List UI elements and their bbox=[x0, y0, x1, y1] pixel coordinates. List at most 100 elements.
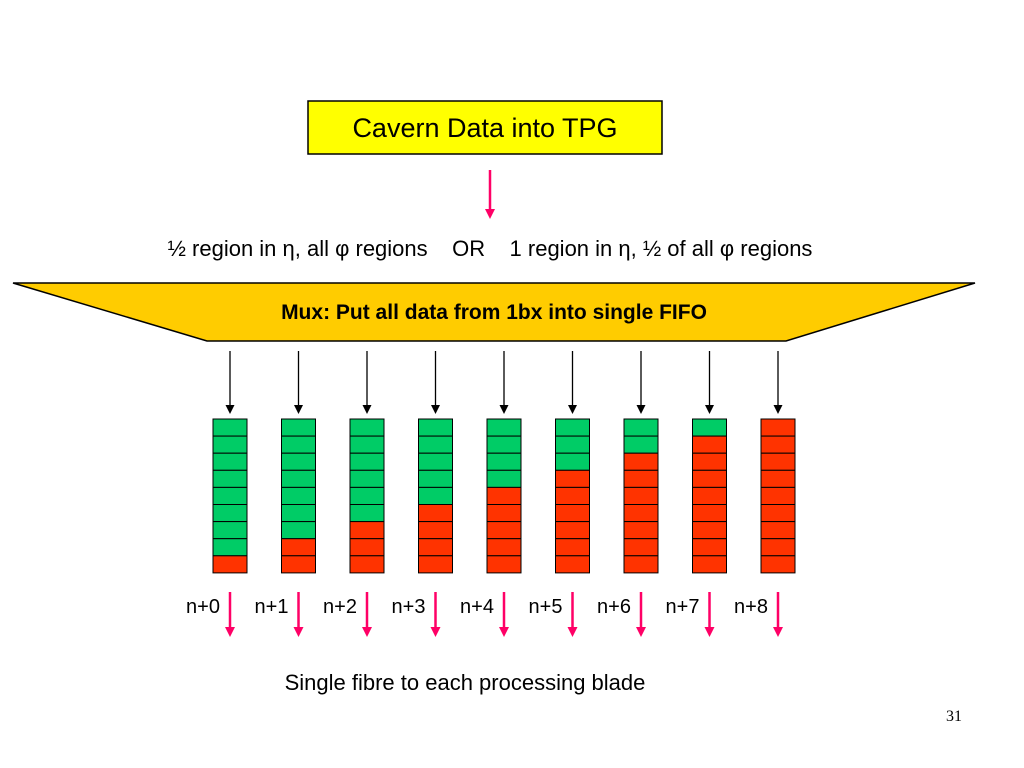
fifo-cell-red bbox=[760, 469, 796, 488]
fifo-cell-red bbox=[486, 521, 522, 540]
fifo-cell-red bbox=[692, 435, 727, 454]
fifo-cell-green bbox=[212, 538, 248, 557]
fifo-column-n+2: n+2 bbox=[323, 351, 385, 637]
fifo-cell-green bbox=[349, 469, 385, 488]
fifo-cell-green bbox=[281, 521, 316, 540]
fifo-cell-green bbox=[212, 452, 248, 471]
fifo-cell-green bbox=[623, 418, 659, 437]
fifo-cell-red bbox=[418, 538, 453, 557]
fifo-label: n+5 bbox=[529, 596, 563, 618]
fifo-cell-red bbox=[623, 538, 659, 557]
fifo-cell-red bbox=[692, 504, 727, 523]
fifo-cell-red bbox=[623, 555, 659, 574]
fifo-cell-green bbox=[212, 504, 248, 523]
fifo-cell-green bbox=[555, 418, 590, 437]
fifo-cell-green bbox=[418, 452, 453, 471]
fifo-cell-green bbox=[212, 418, 248, 437]
fifo-cell-green bbox=[281, 486, 316, 505]
title-text: Cavern Data into TPG bbox=[352, 113, 617, 143]
fifo-cell-green bbox=[212, 469, 248, 488]
fifo-cell-red bbox=[760, 504, 796, 523]
fifo-cell-green bbox=[349, 452, 385, 471]
fifo-cell-red bbox=[555, 486, 590, 505]
fifo-cell-green bbox=[281, 435, 316, 454]
page-number: 31 bbox=[946, 708, 962, 725]
title-box bbox=[307, 100, 663, 155]
fifo-cell-red bbox=[692, 521, 727, 540]
fifo-cell-red bbox=[623, 469, 659, 488]
fifo-cell-red bbox=[760, 435, 796, 454]
fifo-cell-green bbox=[212, 521, 248, 540]
fifo-label: n+0 bbox=[186, 596, 220, 618]
fifo-column-n+8: n+8 bbox=[734, 351, 796, 637]
mux-label: Mux: Put all data from 1bx into single F… bbox=[281, 301, 707, 324]
fifo-cell-green bbox=[418, 418, 453, 437]
fifo-column-n+5: n+5 bbox=[529, 351, 590, 637]
fifo-cell-green bbox=[349, 504, 385, 523]
fifo-cell-red bbox=[623, 486, 659, 505]
fifo-label: n+2 bbox=[323, 596, 357, 618]
fifo-cell-red bbox=[760, 418, 796, 437]
fifo-cell-green bbox=[692, 418, 727, 437]
fifo-cell-green bbox=[281, 469, 316, 488]
fifo-cell-red bbox=[760, 452, 796, 471]
fifo-cell-red bbox=[760, 555, 796, 574]
fifo-label: n+3 bbox=[392, 596, 426, 618]
fifo-cell-red bbox=[212, 555, 248, 574]
fifo-cell-green bbox=[281, 418, 316, 437]
fifo-cell-red bbox=[623, 521, 659, 540]
fifo-label: n+7 bbox=[666, 596, 700, 618]
fifo-cell-red bbox=[486, 486, 522, 505]
fifo-cell-red bbox=[760, 521, 796, 540]
fifo-cell-green bbox=[486, 435, 522, 454]
fifo-cell-green bbox=[486, 418, 522, 437]
fifo-cell-green bbox=[349, 486, 385, 505]
fifo-label: n+4 bbox=[460, 596, 494, 618]
fifo-column-n+0: n+0 bbox=[186, 351, 248, 637]
fifo-cell-green bbox=[281, 452, 316, 471]
mux-funnel bbox=[12, 282, 976, 342]
fifo-label: n+6 bbox=[597, 596, 631, 618]
fifo-cell-red bbox=[555, 538, 590, 557]
fifo-cell-red bbox=[349, 538, 385, 557]
fifo-cell-red bbox=[418, 504, 453, 523]
fifo-column-n+1: n+1 bbox=[255, 351, 316, 637]
fifo-cell-green bbox=[418, 469, 453, 488]
fifo-cell-red bbox=[418, 555, 453, 574]
fifo-cell-red bbox=[281, 555, 316, 574]
fifo-cell-red bbox=[692, 452, 727, 471]
fifo-label: n+8 bbox=[734, 596, 768, 618]
fifo-cell-red bbox=[418, 521, 453, 540]
fifo-cell-green bbox=[623, 435, 659, 454]
fifo-cell-red bbox=[760, 538, 796, 557]
fifo-cell-red bbox=[692, 469, 727, 488]
fifo-cell-red bbox=[555, 521, 590, 540]
fifo-cell-green bbox=[349, 418, 385, 437]
fifo-cell-red bbox=[349, 521, 385, 540]
fifo-cell-red bbox=[692, 555, 727, 574]
fifo-cell-red bbox=[486, 538, 522, 557]
fifo-column-n+3: n+3 bbox=[392, 351, 453, 637]
fifo-group: n+0 n+1 n+2 n+3 n+4 n+5 n+6 n+7 n+8 bbox=[186, 351, 796, 637]
fifo-cell-green bbox=[555, 452, 590, 471]
fifo-cell-red bbox=[486, 555, 522, 574]
fifo-cell-red bbox=[281, 538, 316, 557]
fifo-cell-red bbox=[555, 555, 590, 574]
fifo-cell-red bbox=[486, 504, 522, 523]
fifo-column-n+6: n+6 bbox=[597, 351, 659, 637]
fifo-cell-green bbox=[555, 435, 590, 454]
fifo-cell-red bbox=[623, 504, 659, 523]
fifo-cell-red bbox=[692, 486, 727, 505]
fifo-cell-red bbox=[623, 452, 659, 471]
fifo-cell-green bbox=[418, 435, 453, 454]
fifo-cell-red bbox=[555, 469, 590, 488]
fifo-cell-green bbox=[212, 435, 248, 454]
region-line: ½ region in η, all φ regions OR 1 region… bbox=[168, 236, 813, 261]
fifo-cell-red bbox=[555, 504, 590, 523]
fifo-cell-red bbox=[760, 486, 796, 505]
fifo-cell-green bbox=[486, 469, 522, 488]
footer-text: Single fibre to each processing blade bbox=[285, 670, 646, 695]
fifo-column-n+7: n+7 bbox=[666, 351, 727, 637]
fifo-label: n+1 bbox=[255, 596, 289, 618]
